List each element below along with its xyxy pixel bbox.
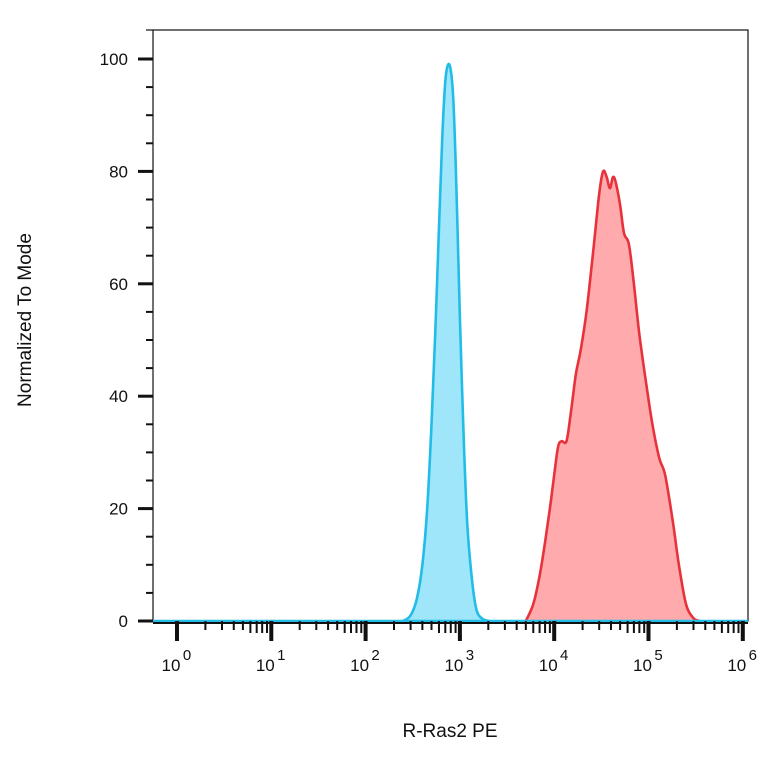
y-tick-label: 40 xyxy=(109,387,128,406)
y-tick-label: 80 xyxy=(109,162,128,181)
x-tick-exponent: 4 xyxy=(560,647,568,664)
x-tick-exponent: 6 xyxy=(749,647,757,664)
x-axis-label: R-Ras2 PE xyxy=(402,721,498,742)
histogram-line-0 xyxy=(402,62,489,623)
histogram-fill-1 xyxy=(525,170,700,621)
y-tick-label: 60 xyxy=(109,275,128,294)
x-tick-label: 10 xyxy=(350,656,369,675)
x-tick-label: 10 xyxy=(256,656,275,675)
x-tick-exponent: 2 xyxy=(371,647,379,664)
x-tick-label: 10 xyxy=(444,656,463,675)
y-tick-label: 0 xyxy=(119,612,128,631)
histogram-fill-0 xyxy=(403,63,489,622)
x-tick-exponent: 3 xyxy=(466,647,474,664)
x-tick-label: 10 xyxy=(727,656,746,675)
histogram-line-1 xyxy=(524,169,701,623)
x-tick-exponent: 1 xyxy=(277,647,285,664)
x-tick-exponent: 5 xyxy=(654,647,662,664)
y-tick-label: 100 xyxy=(100,50,128,69)
x-tick-exponent: 0 xyxy=(183,647,191,664)
x-tick-label: 10 xyxy=(539,656,558,675)
y-tick-label: 20 xyxy=(109,500,128,519)
x-tick-label: 10 xyxy=(633,656,652,675)
y-axis-label: Normalized To Mode xyxy=(15,233,36,407)
x-tick-label: 10 xyxy=(162,656,181,675)
